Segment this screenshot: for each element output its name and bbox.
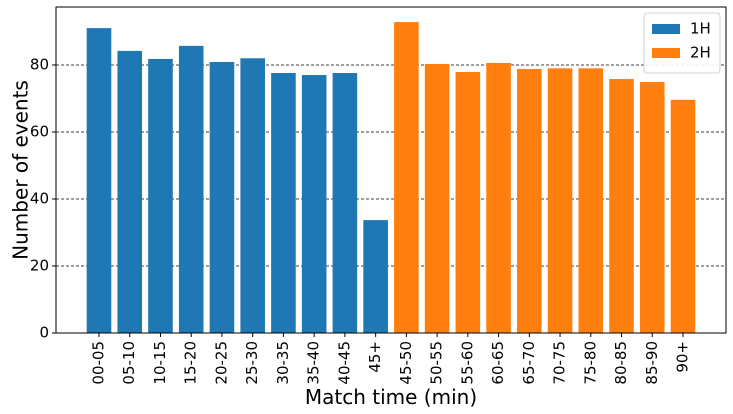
- x-tick-label: 20-25: [212, 341, 230, 385]
- bar: [424, 63, 450, 334]
- x-tick-label: 80-85: [612, 341, 630, 385]
- bar: [609, 79, 634, 333]
- x-tick-label: 85-90: [643, 341, 661, 385]
- bar: [363, 220, 388, 333]
- x-tick-label: 45+: [366, 341, 384, 373]
- plot-frame: [55, 6, 727, 334]
- x-tick-label: 35-40: [305, 341, 323, 385]
- x-tick-label: 05-10: [120, 341, 138, 385]
- y-tick-label: 40: [30, 189, 49, 207]
- bar: [547, 68, 573, 333]
- bar: [486, 62, 511, 333]
- x-tick-label: 50-55: [428, 341, 446, 385]
- x-tick-label: 65-70: [520, 341, 538, 385]
- bar: [394, 22, 419, 333]
- bar: [639, 82, 665, 334]
- y-tick-label: 80: [30, 55, 49, 73]
- bar: [271, 73, 296, 333]
- y-axis-label: Number of events: [9, 80, 33, 260]
- legend-swatch: [652, 24, 680, 34]
- x-tick-label: 45-50: [397, 341, 415, 385]
- x-tick-label: 70-75: [551, 341, 569, 385]
- x-tick-label: 55-60: [458, 341, 476, 385]
- bar: [578, 68, 604, 333]
- x-axis-label: Match time (min): [305, 385, 477, 409]
- bar: [332, 73, 358, 333]
- bar: [455, 71, 481, 334]
- bar: [117, 50, 143, 334]
- y-tick-label: 20: [30, 256, 49, 274]
- x-tick-label: 10-15: [151, 341, 169, 385]
- bar: [86, 28, 112, 334]
- x-tick-label: 90+: [674, 341, 692, 373]
- x-tick-label: 30-35: [274, 341, 292, 385]
- bar: [517, 68, 542, 334]
- bar: [670, 99, 696, 334]
- legend-swatch: [652, 48, 680, 58]
- x-tick-label: 25-30: [243, 341, 261, 385]
- bar: [178, 45, 204, 334]
- bar: [301, 75, 327, 333]
- bar: [209, 61, 235, 334]
- x-tick-label: 60-65: [489, 341, 507, 385]
- legend-label: 1H: [690, 20, 711, 38]
- y-tick-label: 0: [39, 324, 49, 342]
- x-tick-label: 00-05: [90, 341, 108, 385]
- bar: [148, 58, 173, 334]
- y-tick-label: 60: [30, 122, 49, 140]
- x-tick-label: 40-45: [335, 341, 353, 385]
- bar: [240, 58, 265, 333]
- x-tick-label: 75-80: [581, 341, 599, 385]
- legend-label: 2H: [690, 44, 711, 62]
- x-tick-label: 15-20: [182, 341, 200, 385]
